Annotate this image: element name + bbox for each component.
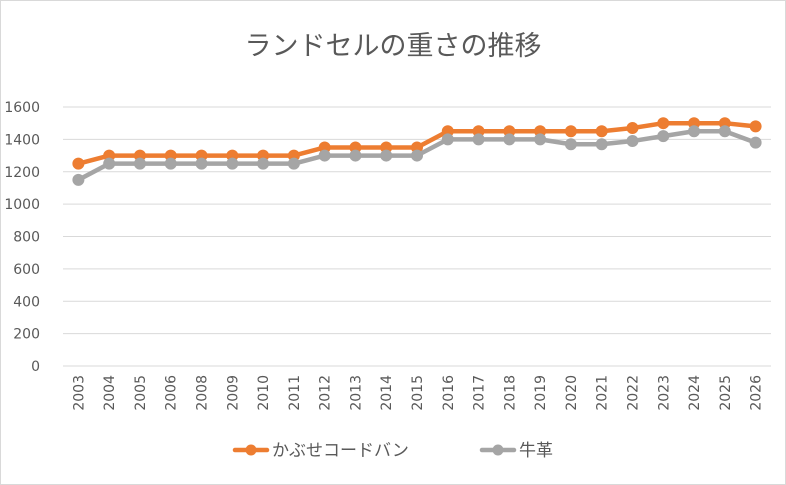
data-point (164, 157, 177, 170)
data-point (595, 138, 608, 151)
x-tick-label: 2022 (625, 375, 641, 411)
y-tick-label: 0 (31, 359, 40, 375)
data-point (472, 133, 485, 146)
data-point (595, 125, 608, 138)
x-tick-label: 2025 (718, 375, 734, 411)
legend-swatch-marker (245, 444, 257, 456)
y-tick-label: 200 (13, 327, 40, 343)
x-tick-label: 2013 (348, 375, 364, 411)
data-point (503, 133, 516, 146)
x-tick-label: 2018 (502, 375, 518, 411)
data-point (318, 149, 331, 162)
data-point (103, 157, 116, 170)
y-tick-label: 1600 (4, 100, 40, 116)
x-tick-label: 2012 (318, 375, 334, 411)
data-point (626, 134, 639, 147)
data-point (749, 136, 762, 149)
data-point (72, 157, 85, 170)
x-tick-label: 2009 (225, 375, 241, 411)
data-point (657, 117, 670, 130)
x-tick-label: 2023 (656, 375, 672, 411)
x-tick-label: 2003 (71, 375, 87, 411)
x-tick-label: 2008 (195, 375, 211, 411)
x-tick-label: 2017 (472, 375, 488, 411)
x-tick-label: 2014 (379, 375, 395, 411)
data-point (749, 120, 762, 133)
series-layer (72, 117, 762, 186)
y-tick-label: 1400 (4, 132, 40, 148)
data-point (657, 130, 670, 143)
y-tick-label: 800 (13, 230, 40, 246)
data-point (718, 125, 731, 138)
x-tick-label: 2016 (441, 375, 457, 411)
x-tick-label: 2011 (287, 375, 303, 411)
y-tick-label: 400 (13, 294, 40, 310)
x-tick-label: 2019 (533, 375, 549, 411)
legend: かぶせコードバン 牛革 (232, 441, 553, 461)
data-point (287, 157, 300, 170)
legend-label: 牛革 (519, 441, 553, 461)
chart-title: ランドセルの重さの推移 (244, 31, 542, 62)
data-point (72, 173, 85, 186)
y-tick-label: 1200 (4, 165, 40, 181)
x-tick-label: 2006 (164, 375, 180, 411)
legend-label: かぶせコードバン (272, 441, 409, 461)
legend-swatch-marker (492, 444, 504, 456)
data-point (534, 133, 547, 146)
y-tick-label: 1000 (4, 197, 40, 213)
data-point (411, 149, 423, 162)
data-point (564, 138, 577, 151)
y-tick-label: 600 (13, 262, 40, 278)
data-point (688, 125, 701, 138)
data-point (257, 157, 270, 170)
x-tick-label: 2021 (595, 375, 611, 411)
data-point (349, 149, 362, 162)
x-tick-label: 2015 (410, 375, 426, 411)
data-point (564, 125, 577, 138)
data-point (626, 122, 639, 135)
x-tick-label: 2005 (133, 375, 149, 411)
y-axis: 0 200 400 600 800 1000 1200 1400 1600 (4, 100, 40, 375)
x-axis: 2003 2004 2005 2006 2008 2009 2010 2011 2012 2013… (71, 375, 764, 411)
data-point (195, 157, 208, 170)
gridlines (63, 106, 771, 367)
x-tick-label: 2004 (102, 375, 118, 411)
data-point (226, 157, 239, 170)
x-tick-label: 2010 (256, 375, 272, 411)
x-tick-label: 2024 (687, 375, 703, 411)
data-point (380, 149, 393, 162)
x-tick-label: 2026 (749, 375, 765, 411)
data-point (441, 133, 454, 146)
data-point (133, 157, 146, 170)
x-tick-label: 2020 (564, 375, 580, 411)
